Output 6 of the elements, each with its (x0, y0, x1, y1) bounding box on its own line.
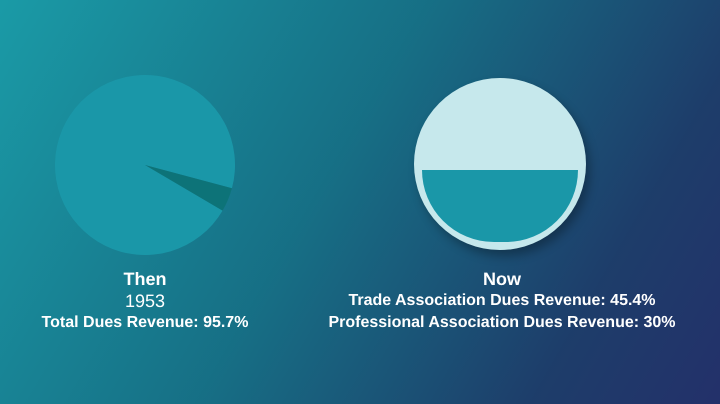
text: Now (482, 268, 522, 290)
text: Then (122, 268, 168, 290)
text: 1953 (124, 290, 166, 312)
text: Total Dues Revenue: 95.7% (40, 313, 250, 333)
text: Professional Association Dues Revenue: 30% (327, 313, 677, 333)
text: Trade Association Dues Revenue: 45.4% (347, 291, 657, 311)
